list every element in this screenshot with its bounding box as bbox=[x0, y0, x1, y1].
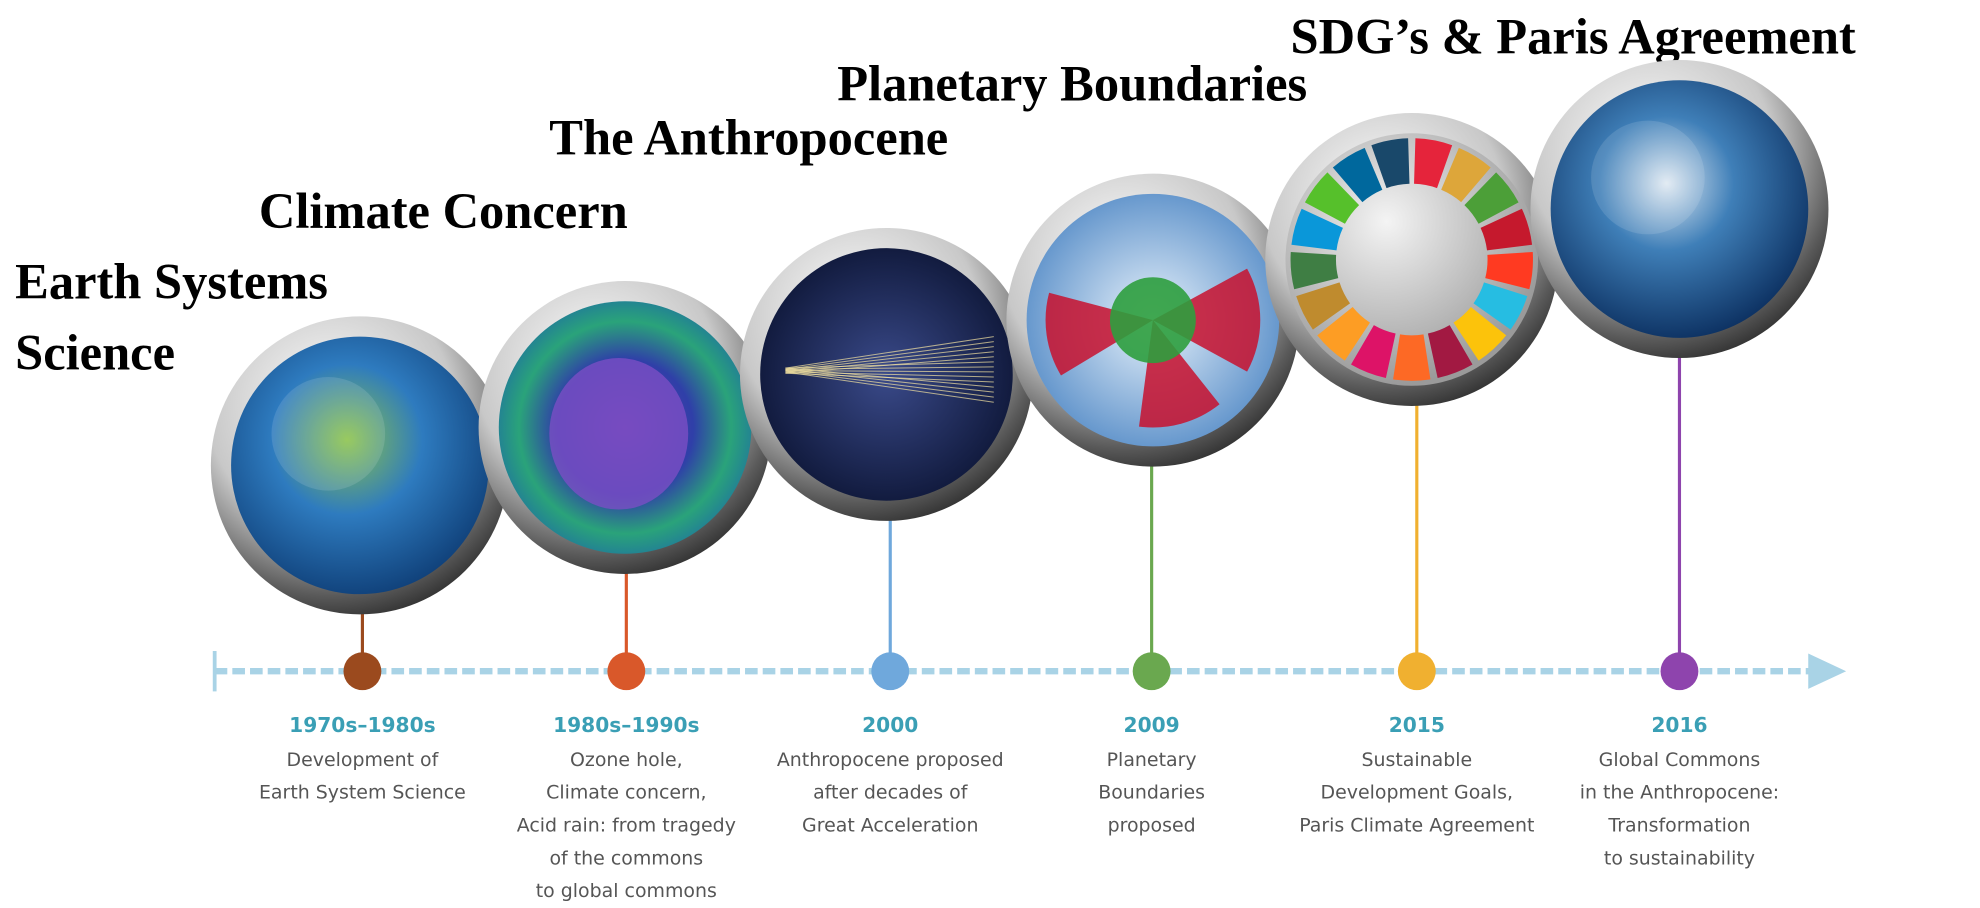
stage-heading: SDG’s & Paris Agreement bbox=[1291, 9, 1856, 65]
stage-description: Ozone hole, bbox=[570, 749, 683, 771]
timeline-diagram: Earth Systems Science 1970s–1980s Developme… bbox=[0, 0, 1980, 908]
stage: Earth Systems Science 1970s–1980s Developme… bbox=[15, 254, 509, 804]
timeline-dot bbox=[1661, 652, 1699, 690]
stage-date: 2016 bbox=[1651, 713, 1707, 737]
globe-highlight bbox=[271, 377, 385, 491]
axis-arrow bbox=[1808, 654, 1846, 689]
stage-heading: Earth Systems bbox=[15, 254, 328, 310]
stage-description: to sustainability bbox=[1604, 847, 1755, 869]
stage-description: Transformation bbox=[1607, 815, 1750, 837]
stage-date: 1970s–1980s bbox=[289, 713, 436, 737]
stage-date: 2015 bbox=[1389, 713, 1445, 737]
page: Earth Systems Science 1970s–1980s Developme… bbox=[0, 0, 1980, 908]
stage-heading: The Anthropocene bbox=[549, 110, 948, 166]
stage-description: to global commons bbox=[536, 880, 717, 902]
stage-description: of the commons bbox=[549, 847, 703, 869]
stage-description: Paris Climate Agreement bbox=[1299, 815, 1534, 837]
safe-zone bbox=[1110, 277, 1196, 363]
stage-description: proposed bbox=[1108, 815, 1196, 837]
stage-description: Planetary bbox=[1107, 749, 1197, 771]
stage: 2016 Global Commons in the Anthropocene: Tr… bbox=[1530, 60, 1828, 869]
stage-date: 2009 bbox=[1124, 713, 1180, 737]
ozone-hole bbox=[549, 358, 688, 510]
globe-highlight bbox=[1591, 121, 1705, 235]
timeline-dot bbox=[871, 652, 909, 690]
timeline-axis bbox=[215, 651, 1846, 691]
stage-description: Climate concern, bbox=[546, 782, 706, 804]
stage-description: after decades of bbox=[813, 782, 969, 804]
stage-heading: Climate Concern bbox=[259, 183, 628, 239]
stage-date: 1980s–1990s bbox=[553, 713, 699, 737]
stage-description: Boundaries bbox=[1098, 782, 1205, 804]
stage-description: Great Acceleration bbox=[802, 815, 978, 837]
stage-heading: Planetary Boundaries bbox=[837, 55, 1307, 111]
stage-description: Acid rain: from tragedy bbox=[517, 815, 736, 837]
timeline-dot bbox=[1133, 652, 1171, 690]
stage-description: Anthropocene proposed bbox=[777, 749, 1004, 771]
stage-description: Development of bbox=[287, 749, 440, 771]
stage-description: in the Anthropocene: bbox=[1580, 782, 1779, 804]
stage-heading: Science bbox=[15, 324, 175, 380]
timeline-dot bbox=[607, 652, 645, 690]
stage-description: Sustainable bbox=[1361, 749, 1472, 771]
stage-description: Global Commons bbox=[1599, 749, 1761, 771]
stage-description: Earth System Science bbox=[259, 782, 466, 804]
stage-description: Development Goals, bbox=[1321, 782, 1514, 804]
timeline-dot bbox=[343, 652, 381, 690]
timeline-dot bbox=[1398, 652, 1436, 690]
stage-date: 2000 bbox=[862, 713, 918, 737]
